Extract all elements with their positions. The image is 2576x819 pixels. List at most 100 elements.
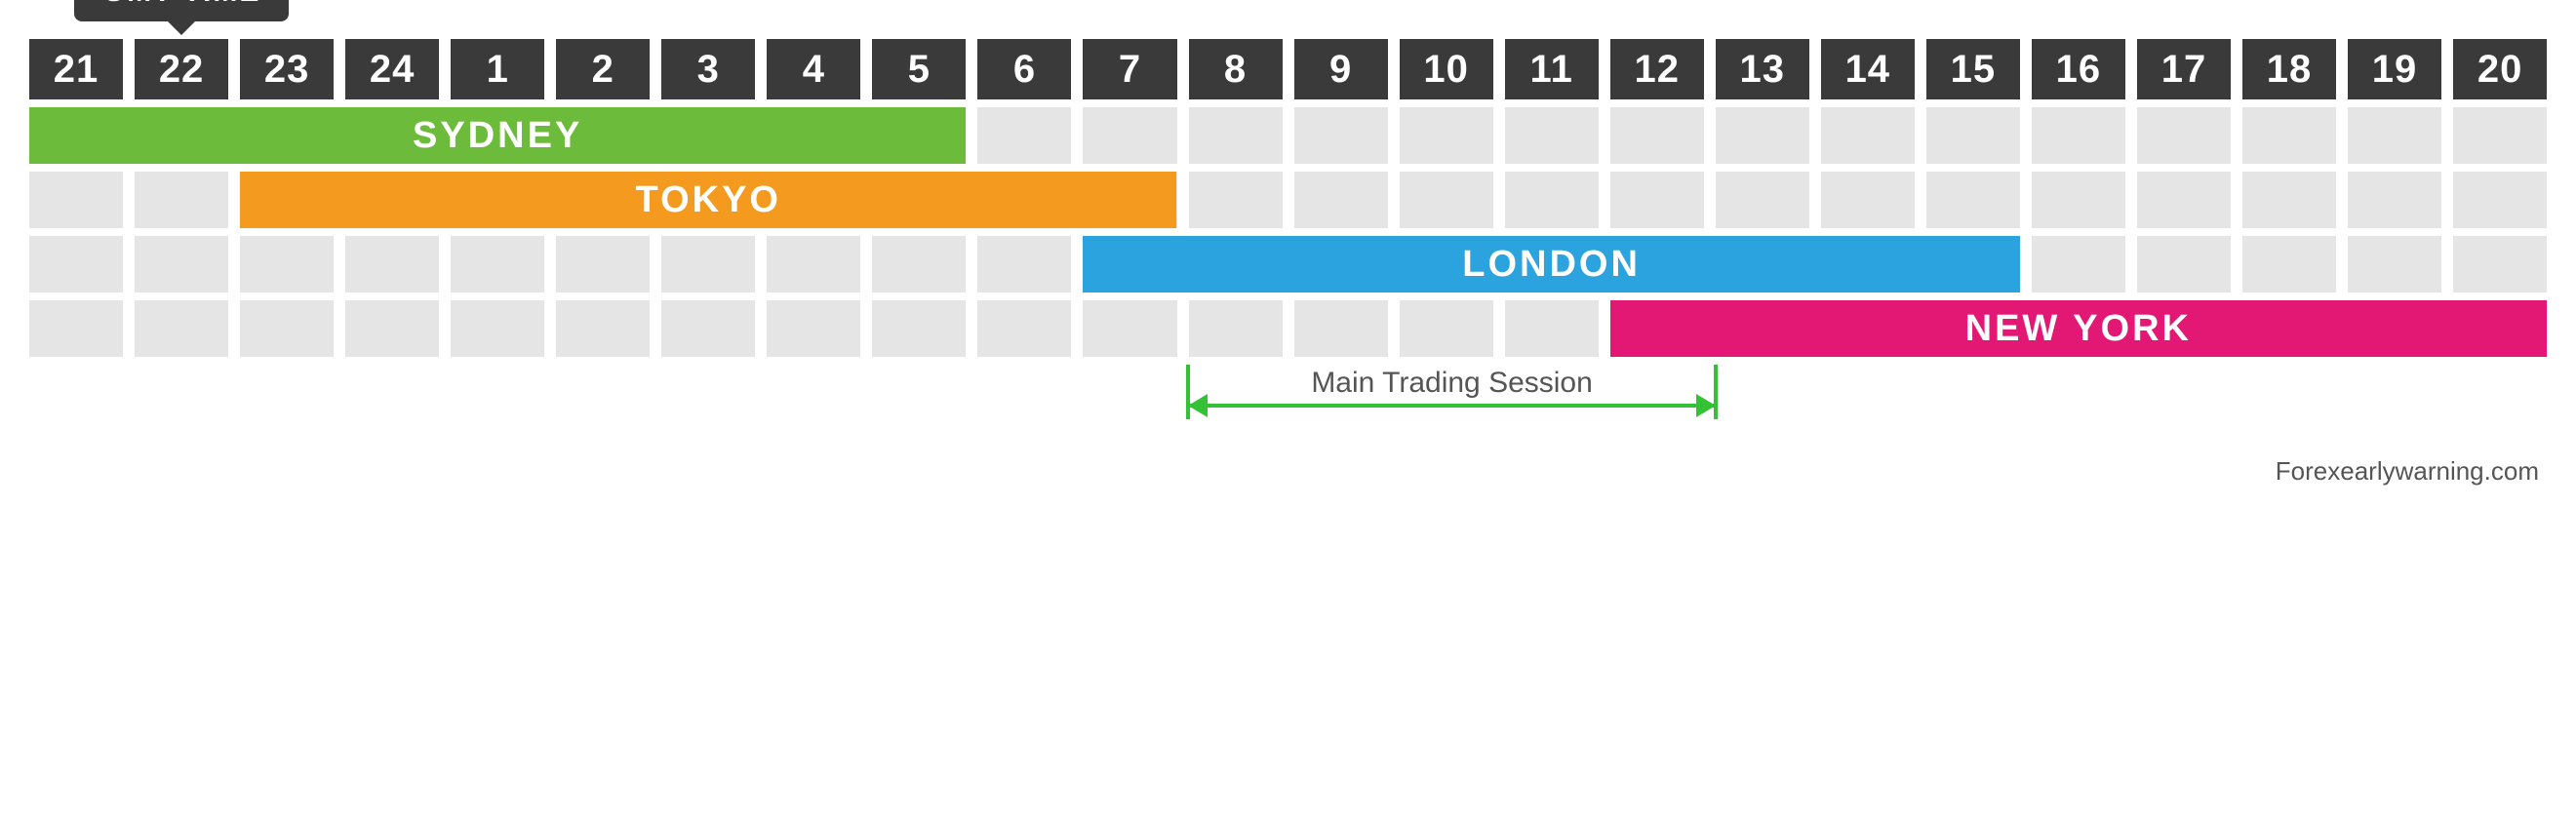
grid-cell [29,300,123,357]
grid-cell [2032,107,2125,164]
grid-cell [872,300,966,357]
grid-cell [2242,236,2336,292]
hour-cell: 9 [1294,39,1388,99]
grid-cell [1821,172,1915,228]
grid-cell [2137,236,2231,292]
grid-cell [1189,172,1283,228]
grid-cell [977,107,1071,164]
hour-cell: 14 [1821,39,1915,99]
credit-text: Forexearlywarning.com [29,456,2547,487]
grid-cell [240,300,334,357]
hour-cell: 15 [1926,39,2020,99]
hour-cell: 8 [1189,39,1283,99]
hour-cell: 19 [2348,39,2441,99]
grid-cell [135,236,228,292]
grid-cell [1505,107,1599,164]
mts-label: Main Trading Session [1311,367,1593,400]
grid-cell [451,236,544,292]
grid-cell [1294,172,1388,228]
grid-cell [2137,172,2231,228]
session-row: NEW YORK [29,300,2547,357]
grid-cell [2348,172,2441,228]
grid-cell [1400,107,1493,164]
grid-cell [1926,107,2020,164]
grid-cell [1294,107,1388,164]
grid-cell [1294,300,1388,357]
main-trading-session-indicator: Main Trading Session [29,365,2547,452]
hour-cell: 4 [767,39,860,99]
grid-cell [556,300,650,357]
grid-cell [2242,172,2336,228]
grid-cell [29,236,123,292]
grid-cell [1716,172,1809,228]
grid-cell [1505,300,1599,357]
grid-cell [1189,300,1283,357]
hour-cell: 7 [1083,39,1176,99]
grid-cell [2137,107,2231,164]
grid-cell [2032,172,2125,228]
grid-cell [977,236,1071,292]
grid-cell [29,172,123,228]
grid-cell [767,236,860,292]
session-bar-sydney: SYDNEY [29,107,966,164]
grid-cell [135,300,228,357]
grid-cell [1716,107,1809,164]
hour-cell: 13 [1716,39,1809,99]
hour-cell: 20 [2453,39,2547,99]
grid-cell [451,300,544,357]
hour-cell: 2 [556,39,650,99]
grid-cell [556,236,650,292]
hour-cell: 5 [872,39,966,99]
grid-cell [345,300,439,357]
hour-cell: 21 [29,39,123,99]
hour-cell: 24 [345,39,439,99]
session-bar-tokyo: TOKYO [240,172,1176,228]
hour-cell: 17 [2137,39,2231,99]
grid-cell [2032,236,2125,292]
mts-arrow-line [1190,404,1713,408]
grid-cell [1083,107,1176,164]
session-rows: SYDNEY TOKYO LONDON NEW YORK [29,107,2547,357]
grid-cell [1400,172,1493,228]
grid-cell [2348,236,2441,292]
hour-header-row: 212223241234567891011121314151617181920 [29,39,2547,99]
grid-cell [977,300,1071,357]
grid-cell [1505,172,1599,228]
hour-cell: 6 [977,39,1071,99]
grid-cell [1610,107,1704,164]
grid-cell [2453,172,2547,228]
grid-cell [2453,107,2547,164]
grid-cell [1400,300,1493,357]
grid-cell [661,236,755,292]
grid-cell [1610,172,1704,228]
hour-cell: 23 [240,39,334,99]
hour-cell: 11 [1505,39,1599,99]
grid-cell [1926,172,2020,228]
session-bar-london: LONDON [1083,236,2019,292]
grid-cell [767,300,860,357]
gmt-time-label: GMT TIME [102,0,261,9]
hour-cell: 10 [1400,39,1493,99]
gmt-time-badge: GMT TIME [74,0,289,21]
grid-cell [135,172,228,228]
grid-cell [1821,107,1915,164]
hour-cell: 3 [661,39,755,99]
grid-cell [2348,107,2441,164]
grid-cell [661,300,755,357]
grid-cell [2453,236,2547,292]
grid-cell [1189,107,1283,164]
grid-cell [240,236,334,292]
grid-cell [872,236,966,292]
hour-cell: 18 [2242,39,2336,99]
grid-cell [1083,300,1176,357]
hour-cell: 1 [451,39,544,99]
grid-cell [345,236,439,292]
grid-cell [2242,107,2336,164]
session-row: TOKYO [29,172,2547,228]
session-row: LONDON [29,236,2547,292]
forex-session-timeline: GMT TIME 2122232412345678910111213141516… [29,39,2547,487]
session-row: SYDNEY [29,107,2547,164]
hour-cell: 22 [135,39,228,99]
session-bar-new-york: NEW YORK [1610,300,2547,357]
hour-cell: 16 [2032,39,2125,99]
